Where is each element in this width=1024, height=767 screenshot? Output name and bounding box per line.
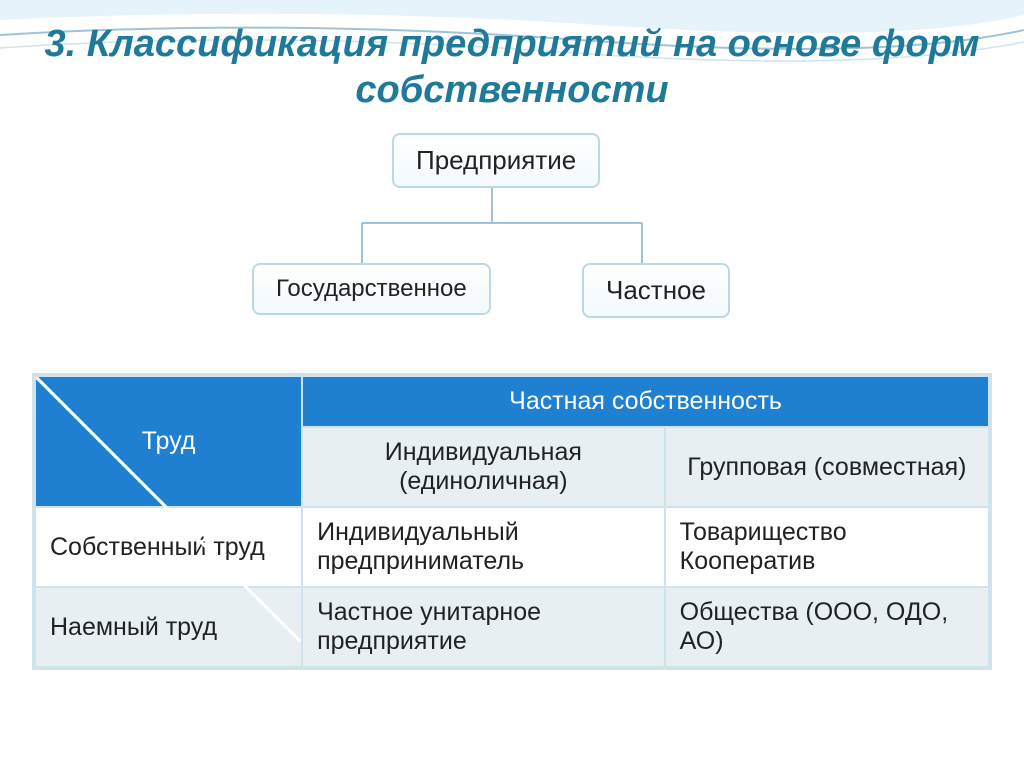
node-root: Предприятие <box>392 133 600 188</box>
table-row: Наемный труд Частное унитарное предприят… <box>35 587 989 667</box>
row-label: Собственный труд <box>35 507 302 587</box>
row-label: Наемный труд <box>35 587 302 667</box>
slide-title: 3. Классификация предприятий на основе ф… <box>0 0 1024 123</box>
corner-label: Труд <box>142 427 196 455</box>
node-private: Частное <box>582 263 730 318</box>
org-diagram: Предприятие Государственное Частное <box>162 133 862 353</box>
corner-header: Труд <box>35 376 302 507</box>
row-cell: Индивидуальный предприниматель <box>302 507 665 587</box>
subheader-group: Групповая (совместная) <box>665 427 989 507</box>
subheader-individual: Индивидуальная (единоличная) <box>302 427 665 507</box>
node-state: Государственное <box>252 263 491 315</box>
row-cell: Общества (ООО, ОДО, АО) <box>665 587 989 667</box>
ownership-table: Труд Частная собственность Индивидуальна… <box>32 373 992 670</box>
row-cell: Частное унитарное предприятие <box>302 587 665 667</box>
top-header: Частная собственность <box>302 376 989 427</box>
table-row: Собственный труд Индивидуальный предприн… <box>35 507 989 587</box>
row-cell: Товарищество Кооператив <box>665 507 989 587</box>
